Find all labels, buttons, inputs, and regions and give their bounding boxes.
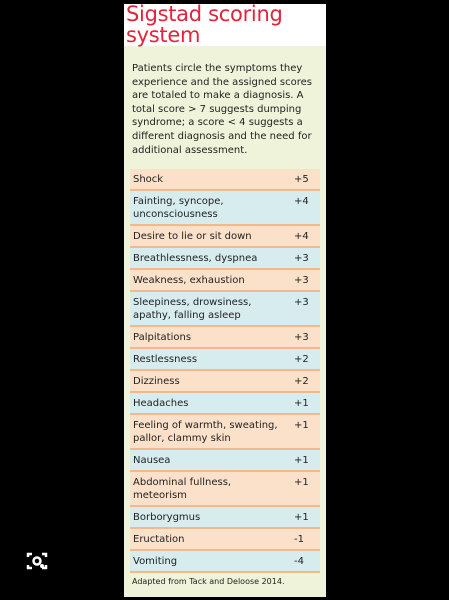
symptom: Shock xyxy=(133,174,164,185)
score: -1 xyxy=(294,534,304,545)
table-row: Headaches +1 xyxy=(130,393,320,415)
symptom: Headaches xyxy=(133,398,189,409)
symptom: Sleepiness, drowsiness, apathy, falling … xyxy=(133,297,252,321)
score: +3 xyxy=(294,297,309,308)
table-row: Restlessness +2 xyxy=(130,349,320,371)
score: +1 xyxy=(294,455,309,466)
symptom: Palpitations xyxy=(133,332,192,343)
table-row: Weakness, exhaustion +3 xyxy=(130,270,320,292)
score: +2 xyxy=(294,354,309,365)
table-row: Breathlessness, dyspnea +3 xyxy=(130,248,320,270)
score: +4 xyxy=(294,231,309,242)
table-row: Borborygmus +1 xyxy=(130,507,320,529)
score: +2 xyxy=(294,376,309,387)
symptom: Feeling of warmth, sweating, pallor, cla… xyxy=(133,420,278,444)
table-row: Shock +5 xyxy=(130,169,320,191)
score: +3 xyxy=(294,275,309,286)
symptom: Restlessness xyxy=(133,354,198,365)
score: +5 xyxy=(294,174,309,185)
table-row: Vomiting -4 xyxy=(130,551,320,573)
score: +3 xyxy=(294,332,309,343)
symptom: Nausea xyxy=(133,455,171,466)
table-row: Abdominal fullness, meteorism +1 xyxy=(130,472,320,507)
symptom: Borborygmus xyxy=(133,512,201,523)
symptom: Eructation xyxy=(133,534,185,545)
score: -4 xyxy=(294,556,304,567)
title: Sigstad scoring system xyxy=(124,4,326,46)
score: +1 xyxy=(294,398,309,409)
table-row: Feeling of warmth, sweating, pallor, cla… xyxy=(130,415,320,450)
footer-note: Adapted from Tack and Deloose 2014. xyxy=(132,577,285,586)
table-row: Palpitations +3 xyxy=(130,327,320,349)
intro-text: Patients circle the symptoms they experi… xyxy=(132,63,312,156)
score: +4 xyxy=(294,196,309,207)
score: +1 xyxy=(294,477,309,488)
score: +1 xyxy=(294,512,309,523)
symptom: Breathlessness, dyspnea xyxy=(133,253,258,264)
table-row: Eructation -1 xyxy=(130,529,320,551)
symptom: Fainting, syncope, unconsciousness xyxy=(133,196,224,220)
lens-icon[interactable] xyxy=(25,550,49,572)
card: Sigstad scoring system Patients circle t… xyxy=(124,4,326,597)
symptom: Desire to lie or sit down xyxy=(133,231,252,242)
symptom: Weakness, exhaustion xyxy=(133,275,245,286)
table-row: Sleepiness, drowsiness, apathy, falling … xyxy=(130,292,320,327)
score: +3 xyxy=(294,253,309,264)
symptom: Vomiting xyxy=(133,556,178,567)
score-table: Shock +5 Fainting, syncope, unconsciousnes… xyxy=(130,169,320,573)
score: +1 xyxy=(294,420,309,431)
symptom: Dizziness xyxy=(133,376,180,387)
table-row: Desire to lie or sit down +4 xyxy=(130,226,320,248)
symptom: Abdominal fullness, meteorism xyxy=(133,477,232,501)
table-row: Nausea +1 xyxy=(130,450,320,472)
table-row: Dizziness +2 xyxy=(130,371,320,393)
table-row: Fainting, syncope, unconsciousness +4 xyxy=(130,191,320,226)
